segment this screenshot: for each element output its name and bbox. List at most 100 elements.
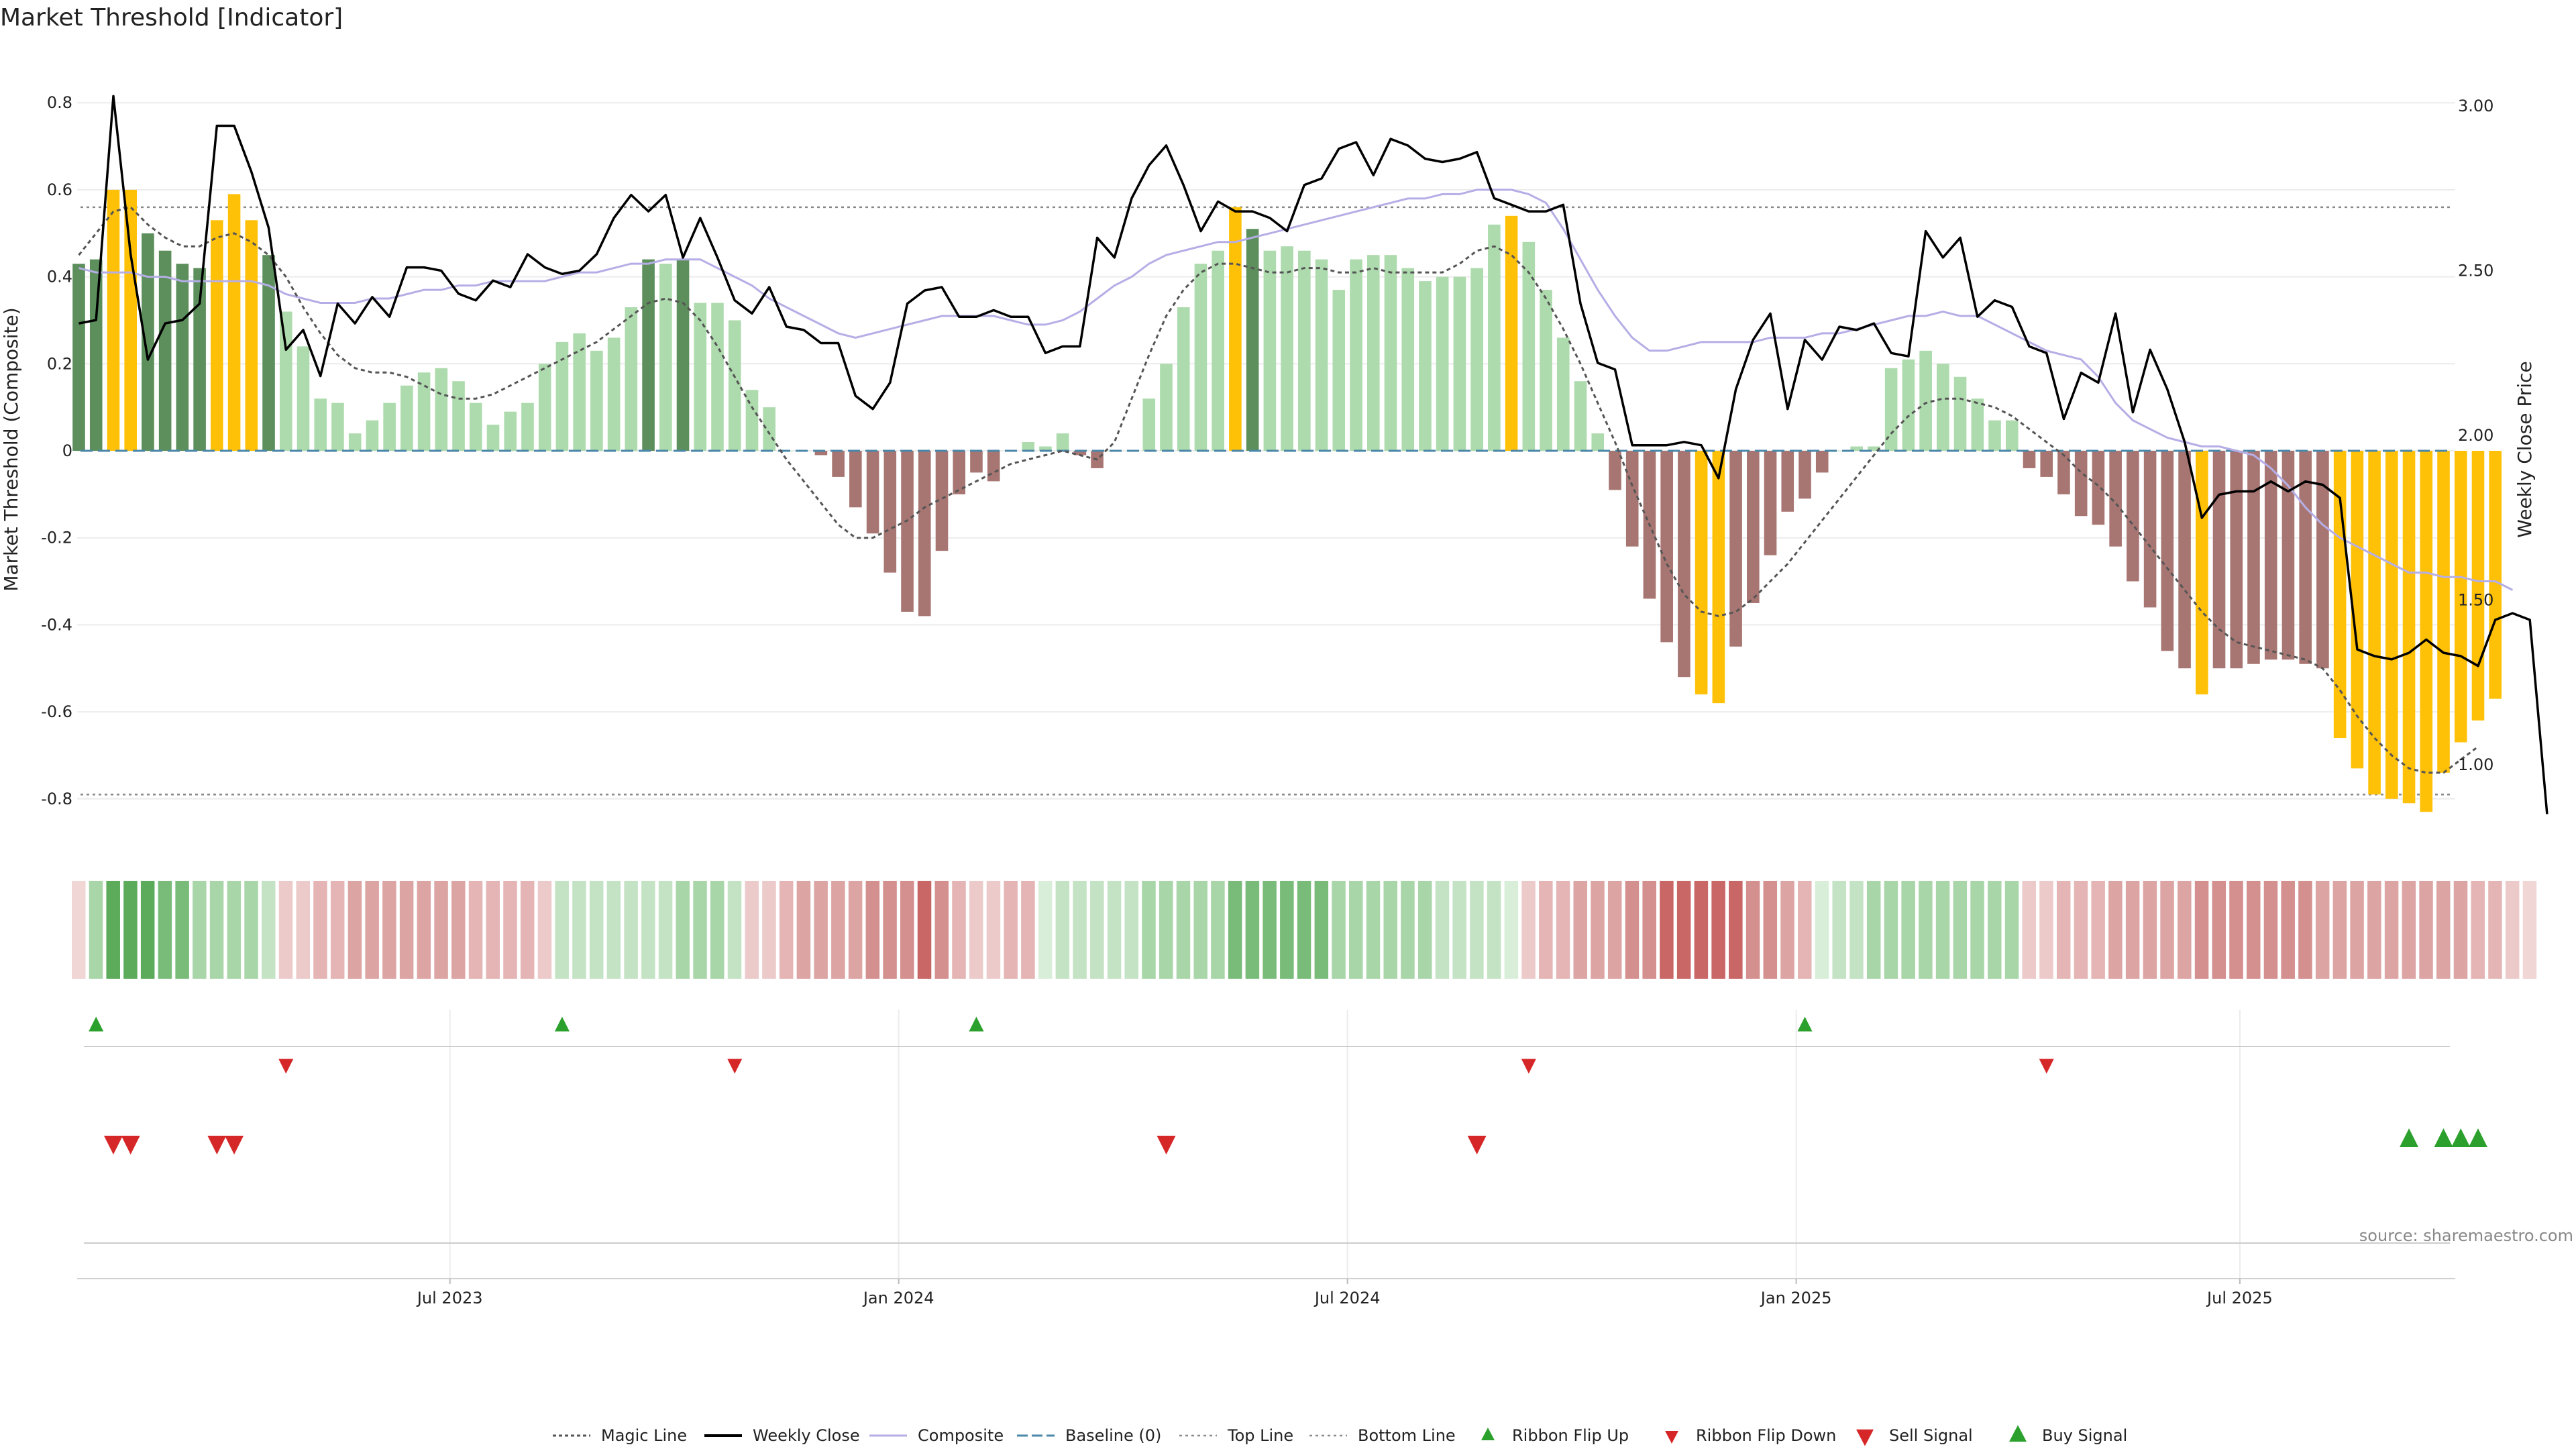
ribbon-cell [2315,881,2330,979]
ribbon-cell [1815,881,1829,979]
composite-bar [1625,451,1639,547]
weekly-close-line [78,95,2548,814]
composite-bar [866,451,879,534]
ribbon-cell [382,881,396,979]
composite-bar [1953,376,1967,451]
composite-bar [2005,420,2019,451]
composite-bar [573,333,586,451]
ribbon-cell [2471,881,2485,979]
ribbon-cell [796,881,811,979]
source-note: source: sharemaestro.com [2359,1226,2573,1245]
legend-label: Composite [918,1426,1004,1445]
ribbon-cell [1452,881,1466,979]
composite-bar [1971,398,1984,451]
sell-signal-marker [225,1136,244,1155]
ribbon-cell [2108,881,2123,979]
legend-swatch [1856,1429,1874,1446]
ribbon-cell [2384,881,2399,979]
ribbon-cell [1539,881,1553,979]
ribbon-cell [589,881,604,979]
ribbon-cell [969,881,983,979]
composite-bar [262,255,275,451]
ribbon-cell [1228,881,1242,979]
composite-bar [901,451,914,612]
ribbon-cell [1521,881,1536,979]
ribbon-cell [676,881,690,979]
ribbon-cell [1435,881,1450,979]
ribbon-cell [330,881,345,979]
composite-bar [2109,451,2122,547]
left-axis-label: Market Threshold (Composite) [0,307,22,591]
ribbon-cell [209,881,224,979]
legend-label: Baseline (0) [1065,1426,1161,1445]
composite-bar [1177,307,1190,451]
sell-signal-marker [1157,1136,1176,1155]
composite-bar [504,411,517,451]
legend-label: Ribbon Flip Up [1512,1426,1629,1445]
composite-bar [1712,451,1725,704]
composite-bar [694,303,707,451]
ribbon-cell [1487,881,1501,979]
composite-bar [486,425,500,451]
ribbon-cell [1366,881,1381,979]
ribbon-cell [2298,881,2312,979]
composite-bar [555,341,569,451]
ribbon-cell [1676,881,1691,979]
ribbon-cell [1504,881,1519,979]
right-axis-label: Weekly Close Price [2514,361,2536,537]
ribbon-flip-up-marker [969,1016,984,1032]
composite-bar [227,194,241,451]
ribbon-cell [1193,881,1208,979]
ribbon-cell [1383,881,1397,979]
buy-signal-marker [2468,1128,2487,1147]
legend-label: Buy Signal [2042,1426,2127,1445]
buy-signal-marker [2400,1128,2419,1147]
composite-bar [1729,451,1742,647]
composite-bar [883,451,897,573]
ribbon-cell [278,881,293,979]
ribbon-cell [831,881,845,979]
composite-bar [2385,451,2398,799]
ribbon-cell [2160,881,2174,979]
composite-bar [2230,451,2243,669]
ribbon-flip-up-marker [89,1016,104,1032]
ribbon-cell [2453,881,2468,979]
buy-signal-marker [2451,1128,2471,1147]
composite-bar [2023,451,2036,468]
ribbon-cell [1332,881,1346,979]
right-tick-label: 1.50 [2458,591,2493,610]
ribbon-cell [2436,881,2451,979]
x-tick-label: Jan 2024 [862,1289,934,1307]
composite-bar [953,451,966,494]
ribbon-cell [1176,881,1191,979]
composite-bar [2471,451,2485,721]
ribbon-cell [227,881,241,979]
composite-bar [1401,268,1415,451]
ribbon-cell [1988,881,2002,979]
ribbon-cell [2074,881,2088,979]
legend-swatch [2009,1425,2027,1442]
composite-bar [2212,451,2226,669]
legend-label: Bottom Line [1358,1426,1456,1445]
composite-bar [1263,250,1277,451]
x-tick-label: Jul 2024 [1313,1289,1381,1307]
ribbon-cell [641,881,655,979]
ribbon-cell [2212,881,2226,979]
ribbon-cell [72,881,86,979]
composite-bar [2264,451,2277,660]
composite-bar [745,390,759,451]
composite-bar [2040,451,2053,477]
ribbon-cell [2039,881,2053,979]
right-tick-label: 3.00 [2458,97,2493,115]
composite-bar [366,420,379,451]
ribbon-cell [313,881,327,979]
ribbon-cell [1625,881,1640,979]
ribbon-cell [123,881,138,979]
composite-bar [1937,364,1949,451]
ribbon-cell [2350,881,2364,979]
left-tick-label: 0.6 [47,180,72,199]
ribbon-cell [1073,881,1087,979]
composite-bar [1160,364,1173,451]
ribbon-cell [1832,881,1846,979]
